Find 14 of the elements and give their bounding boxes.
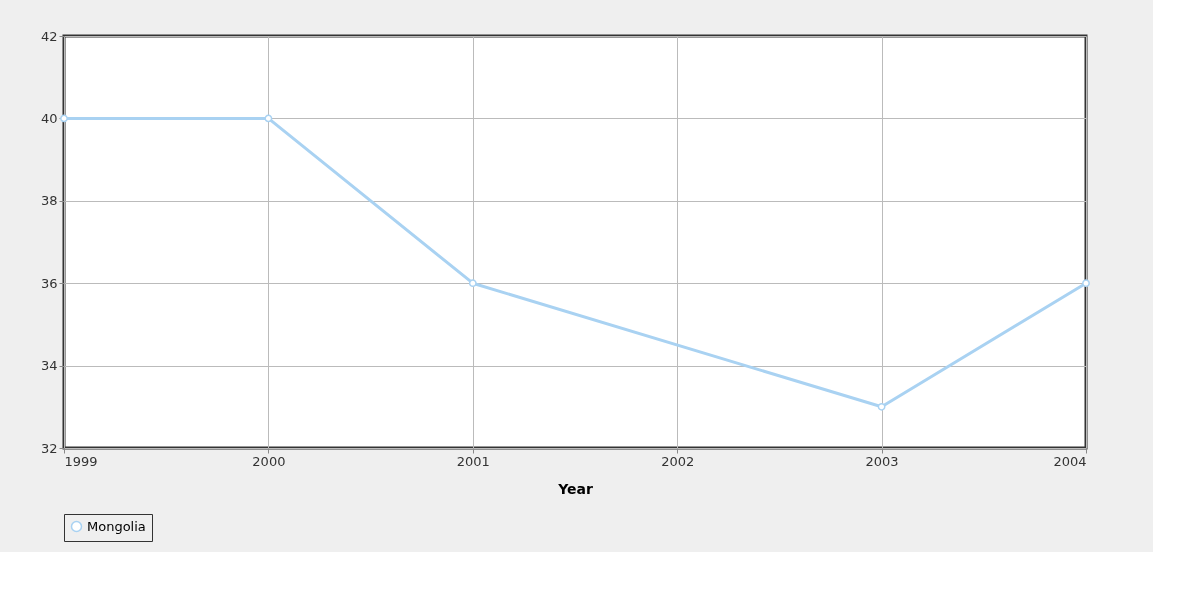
y-tick-label: 36 — [40, 275, 58, 291]
x-axis-title: Year — [557, 480, 593, 497]
y-tick-label: 40 — [40, 110, 58, 126]
legend-label: Mongolia — [87, 518, 146, 534]
y-tick-label: 42 — [40, 28, 58, 44]
x-tick-label: 1999 — [64, 453, 98, 469]
y-tick-label: 34 — [40, 358, 58, 374]
y-tick-label: 38 — [40, 193, 58, 209]
x-tick-label: 2004 — [1053, 453, 1087, 469]
y-tick-label: 32 — [40, 440, 58, 456]
x-tick-label: 2000 — [252, 453, 286, 469]
x-tick-label: 2003 — [865, 453, 899, 469]
x-tick-label: 2002 — [661, 453, 695, 469]
x-tick-label: 2001 — [456, 453, 490, 469]
